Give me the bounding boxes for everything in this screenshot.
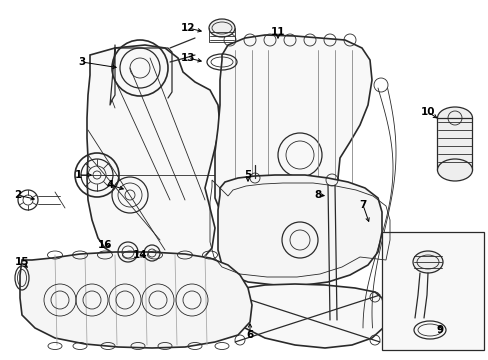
Ellipse shape: [412, 251, 442, 273]
Text: 8: 8: [314, 190, 321, 200]
Polygon shape: [227, 284, 385, 348]
Text: 1: 1: [74, 170, 81, 180]
Bar: [381, 232, 483, 350]
Polygon shape: [218, 175, 381, 285]
Text: 7: 7: [359, 200, 366, 210]
Polygon shape: [20, 252, 251, 348]
Ellipse shape: [208, 19, 235, 37]
Ellipse shape: [437, 107, 471, 129]
Text: 10: 10: [420, 107, 434, 117]
Text: 5: 5: [244, 170, 251, 180]
Text: 15: 15: [15, 257, 29, 267]
Text: 11: 11: [270, 27, 285, 37]
Ellipse shape: [437, 159, 471, 181]
Text: 12: 12: [181, 23, 195, 33]
Polygon shape: [215, 35, 371, 232]
Polygon shape: [87, 45, 220, 272]
Text: 14: 14: [132, 250, 147, 260]
Text: 13: 13: [181, 53, 195, 63]
Text: 4: 4: [106, 180, 113, 190]
Text: 16: 16: [98, 240, 112, 250]
Bar: [436, 118, 471, 170]
Text: 3: 3: [78, 57, 85, 67]
Text: 2: 2: [14, 190, 21, 200]
Text: 9: 9: [436, 325, 443, 335]
Text: 6: 6: [246, 330, 253, 340]
